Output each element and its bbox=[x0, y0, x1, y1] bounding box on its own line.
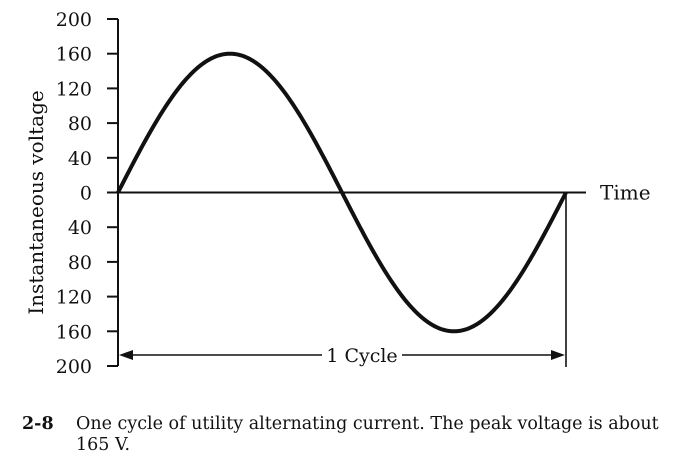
y-tick-label: 120 bbox=[56, 78, 92, 100]
cycle-label: 1 Cycle bbox=[326, 345, 397, 367]
figure-caption: 2-8 One cycle of utility alternating cur… bbox=[22, 414, 662, 456]
y-tick-label: 160 bbox=[56, 44, 92, 66]
y-tick-label: 0 bbox=[80, 183, 92, 205]
y-tick-label: 40 bbox=[68, 148, 92, 170]
y-ticks: 200 160 120 80 40 0 40 80 120 160 200 bbox=[56, 9, 118, 378]
cycle-arrowhead-left bbox=[119, 350, 133, 360]
y-tick-label: 120 bbox=[56, 287, 92, 309]
y-axis-label: Instantaneous voltage bbox=[24, 90, 48, 314]
caption-text: One cycle of utility alternating current… bbox=[76, 414, 659, 455]
y-tick-label: 80 bbox=[68, 252, 92, 274]
y-tick-label: 80 bbox=[68, 113, 92, 135]
cycle-arrowhead-right bbox=[551, 350, 565, 360]
x-axis-label: Time bbox=[600, 181, 651, 205]
caption-number: 2-8 bbox=[22, 414, 54, 434]
sine-wave-chart: 200 160 120 80 40 0 40 80 120 160 200 Time Instant… bbox=[24, 9, 651, 378]
voltage-series-line bbox=[116, 51, 568, 334]
y-tick-label: 40 bbox=[68, 217, 92, 239]
y-tick-label: 200 bbox=[56, 356, 92, 378]
y-tick-label: 160 bbox=[56, 321, 92, 343]
y-tick-label: 200 bbox=[56, 9, 92, 31]
cycle-annotation: 1 Cycle bbox=[119, 192, 567, 367]
